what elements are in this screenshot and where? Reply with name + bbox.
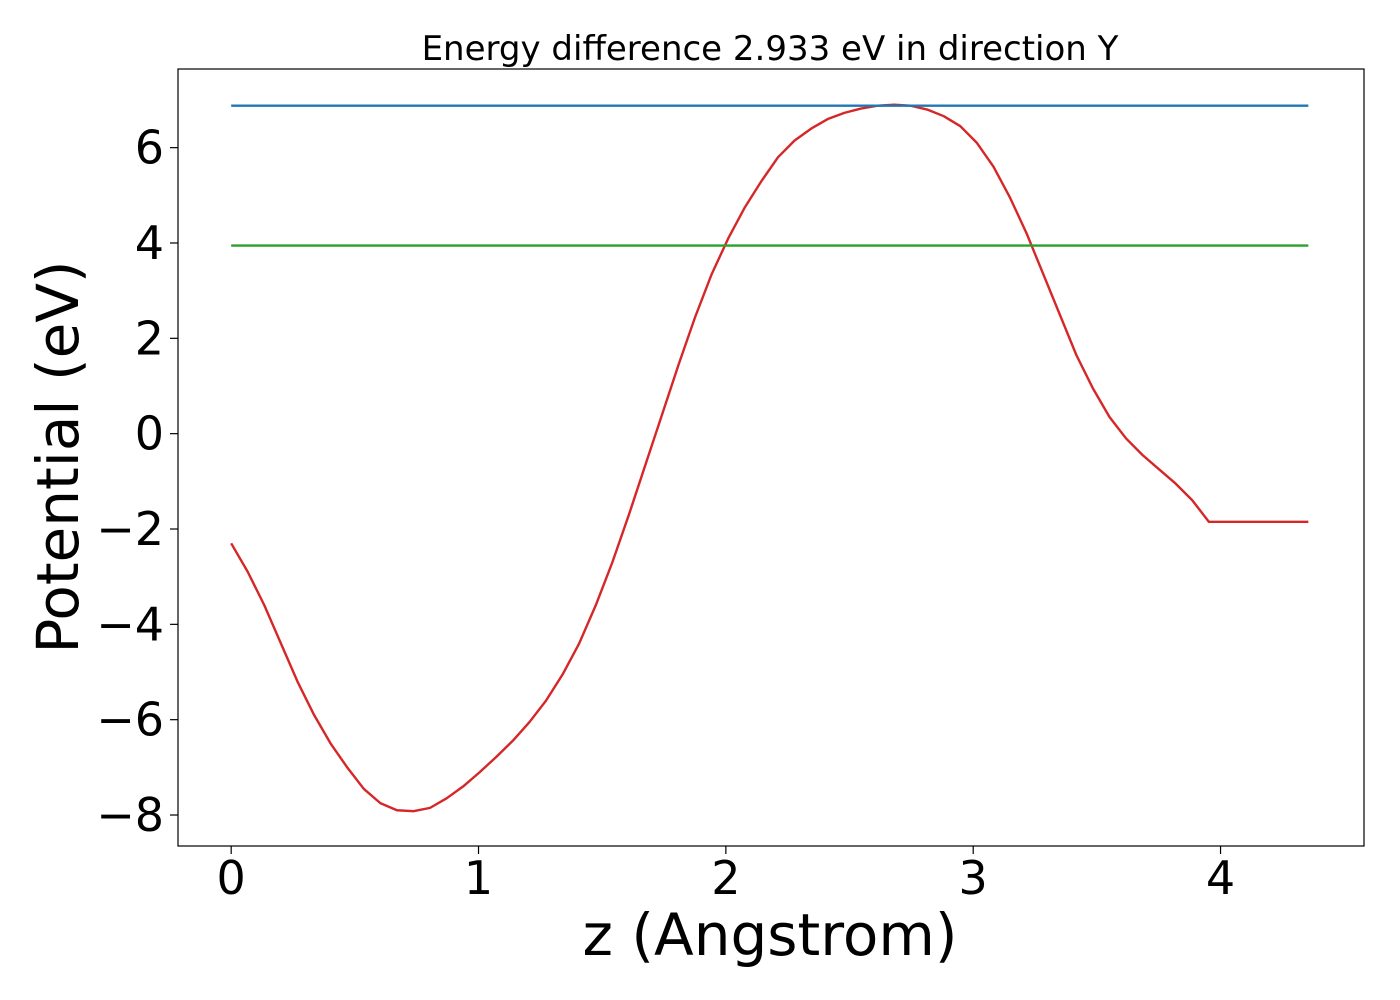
x-tick-label: 0 bbox=[217, 851, 246, 905]
y-tick-label: 0 bbox=[135, 407, 164, 461]
series-layer bbox=[230, 103, 1309, 813]
x-axis-ticks: 0 1 2 3 4 bbox=[217, 846, 1235, 905]
axes-frame bbox=[177, 68, 1365, 847]
y-tick-label: 2 bbox=[135, 311, 164, 365]
y-axis-ticks: −8 −6 −4 −2 0 2 4 6 bbox=[96, 121, 178, 842]
y-tick-label: −2 bbox=[96, 502, 164, 556]
y-tick-label: −4 bbox=[96, 597, 164, 651]
y-tick-label: 6 bbox=[135, 121, 164, 175]
x-axis-label: z (Angstrom) bbox=[583, 901, 958, 969]
y-axis-label: Potential (eV) bbox=[24, 260, 92, 653]
x-tick-label: 1 bbox=[464, 851, 493, 905]
y-tick-label: −8 bbox=[96, 788, 164, 842]
y-tick-label: −6 bbox=[96, 693, 164, 747]
y-tick-label: 4 bbox=[135, 216, 164, 270]
chart-title: Energy difference 2.933 eV in direction … bbox=[422, 29, 1119, 69]
x-tick-label: 4 bbox=[1206, 851, 1235, 905]
series-line-0 bbox=[230, 103, 1309, 813]
plot-area bbox=[177, 68, 1365, 847]
x-tick-label: 2 bbox=[711, 851, 740, 905]
x-tick-label: 3 bbox=[959, 851, 988, 905]
